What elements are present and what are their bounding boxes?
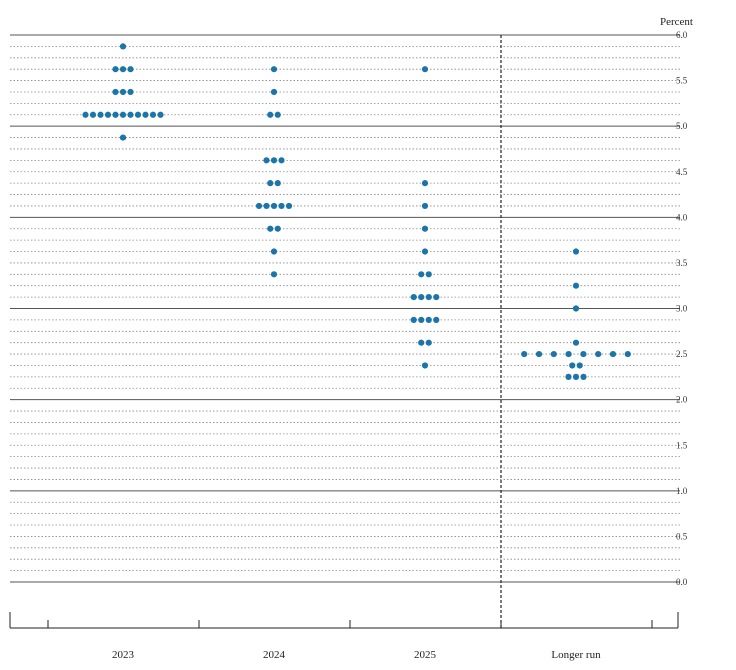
participant-dot (425, 316, 432, 323)
participant-dot (274, 180, 281, 187)
y-tick-label: 2.5 (676, 349, 688, 359)
participant-dot (112, 111, 119, 118)
participant-dot (572, 282, 580, 289)
x-category-label: 2025 (414, 649, 437, 661)
y-tick-label: 4.5 (676, 167, 688, 177)
x-axis (9, 612, 679, 629)
participant-dot (119, 134, 127, 141)
y-axis-unit-label: Percent (660, 16, 693, 28)
participant-dot (255, 202, 263, 210)
participant-dot (425, 294, 432, 301)
participant-dot (274, 225, 281, 232)
participant-dot (550, 350, 557, 358)
participant-dot (82, 111, 89, 118)
x-category-label: 2024 (263, 649, 286, 661)
y-tick-label: 5.0 (676, 121, 688, 131)
y-tick-label: 1.0 (676, 486, 688, 496)
participant-dot (569, 362, 576, 369)
participant-dot (418, 271, 425, 278)
participant-dot (149, 111, 157, 118)
participant-dot (433, 294, 440, 301)
participant-dot (609, 350, 617, 358)
participant-dot (270, 157, 278, 164)
participant-dot (410, 294, 417, 301)
participant-dot (89, 111, 97, 118)
y-tick-label: 3.0 (676, 304, 688, 314)
participant-dot (270, 202, 278, 210)
participant-dot (565, 350, 572, 358)
participant-dot (142, 111, 149, 118)
participant-dot (572, 339, 580, 346)
participant-dot (267, 225, 274, 232)
participant-dot (270, 271, 278, 278)
participant-dot (425, 339, 432, 346)
participant-dot (521, 350, 528, 358)
participant-dot (421, 66, 429, 73)
participant-dot (263, 202, 270, 210)
y-tick-label: 2.0 (676, 395, 688, 405)
x-category-label: 2023 (112, 649, 135, 661)
participant-dot (104, 111, 112, 118)
participant-dot (134, 111, 142, 118)
participant-dot (112, 88, 119, 96)
participant-dot (565, 373, 572, 380)
participant-dot (270, 248, 278, 255)
participant-dot (127, 66, 134, 73)
participant-dot (127, 88, 134, 96)
participant-dot (127, 111, 134, 118)
participant-dot (267, 111, 274, 118)
x-axis-category-labels: 2023 2024 2025 Longer run (112, 649, 601, 661)
y-tick-label: 0.5 (676, 531, 688, 541)
participant-dot (421, 202, 429, 210)
participant-dot (624, 350, 631, 358)
participant-dot (421, 180, 429, 187)
participant-dot (418, 294, 425, 301)
participant-dot (572, 373, 580, 380)
participant-dot (119, 88, 127, 96)
participant-dot (263, 157, 270, 164)
participant-dot (278, 157, 285, 164)
participant-dot (97, 111, 104, 118)
participant-dot (418, 316, 425, 323)
participant-dot (157, 111, 164, 118)
grid-lines (10, 34, 680, 583)
participant-dot (270, 88, 278, 96)
participant-dot (270, 66, 278, 73)
participant-dot (112, 66, 119, 73)
participant-dots (82, 43, 631, 380)
y-axis-tick-labels: 0.0 0.5 1.0 1.5 2.0 2.5 3.0 3.5 4.0 4.5 5.0 5.5 6.0 (676, 30, 688, 587)
y-tick-label: 5.5 (676, 76, 688, 86)
participant-dot (278, 202, 285, 210)
y-tick-label: 1.5 (676, 440, 688, 450)
y-tick-label: 6.0 (676, 30, 688, 40)
participant-dot (421, 362, 429, 369)
participant-dot (418, 339, 425, 346)
participant-dot (425, 271, 432, 278)
participant-dot (580, 350, 587, 358)
participant-dot (274, 111, 281, 118)
participant-dot (535, 350, 543, 358)
participant-dot (595, 350, 602, 358)
participant-dot (572, 305, 580, 312)
x-category-label: Longer run (551, 649, 601, 661)
participant-dot (421, 248, 429, 255)
participant-dot (572, 248, 580, 255)
participant-dot (267, 180, 274, 187)
participant-dot (576, 362, 583, 369)
participant-dot (580, 373, 587, 380)
participant-dot (119, 66, 127, 73)
y-tick-label: 0.0 (676, 577, 688, 587)
y-tick-label: 4.0 (676, 212, 688, 222)
participant-dot (285, 202, 293, 210)
participant-dot (119, 111, 127, 118)
participant-dot (433, 316, 440, 323)
y-tick-label: 3.5 (676, 258, 688, 268)
participant-dot (421, 225, 429, 232)
participant-dot (119, 43, 127, 50)
participant-dot (410, 316, 417, 323)
